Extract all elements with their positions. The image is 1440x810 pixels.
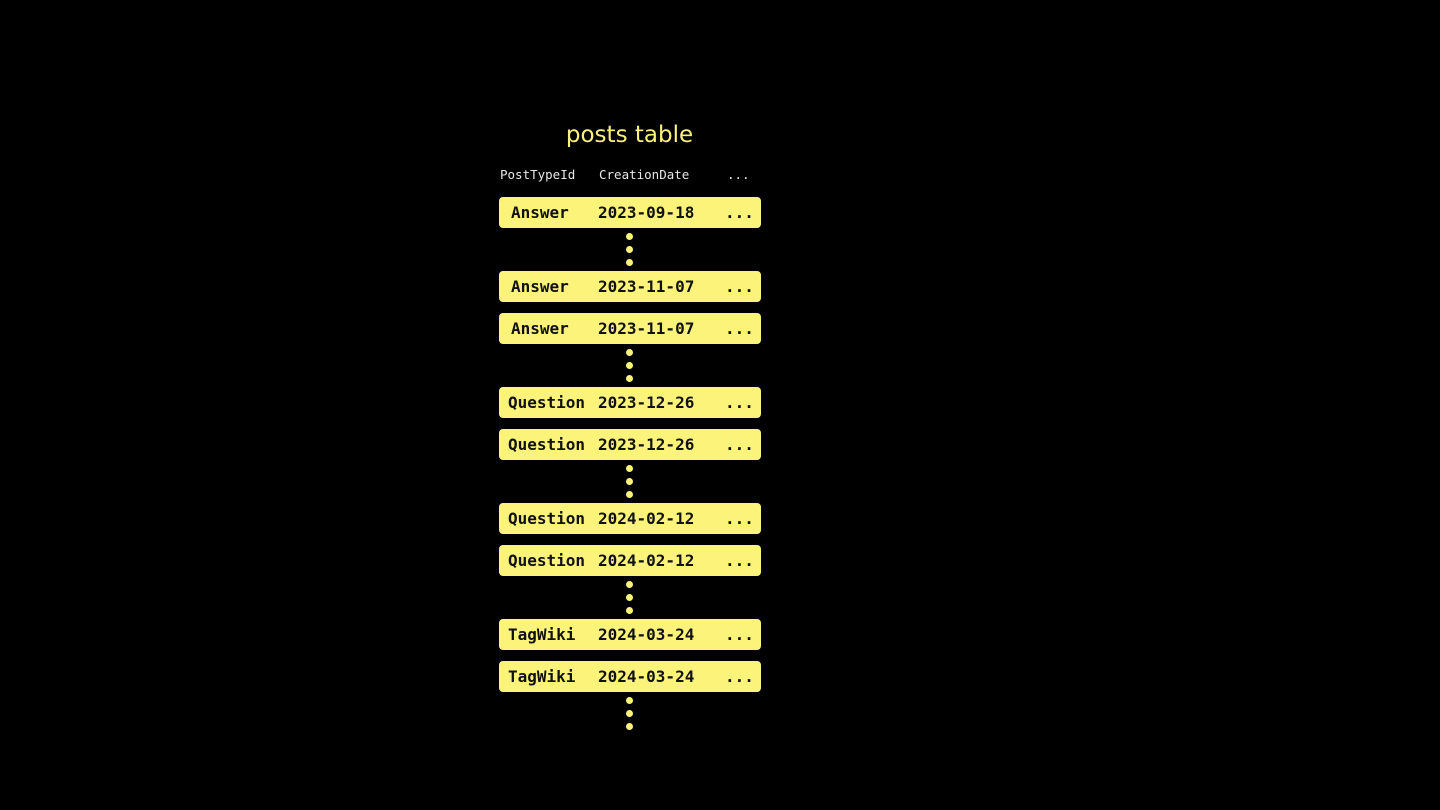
row-more: ... [725, 319, 754, 338]
ellipsis-dot-icon [625, 606, 633, 614]
table-row: Answer 2023-09-18... [499, 197, 761, 228]
row-posttypeid: TagWiki [508, 667, 576, 686]
row-posttypeid: TagWiki [508, 625, 576, 644]
row-posttypeid: Answer [511, 203, 569, 222]
row-more: ... [725, 393, 754, 412]
ellipsis-dot-icon [625, 593, 633, 601]
row-creationdate: 2023-12-26 [598, 393, 695, 412]
row-creationdate: 2024-03-24 [598, 625, 695, 644]
table-row: Question 2024-02-12... [499, 503, 761, 534]
ellipsis-dot-icon [625, 490, 633, 498]
column-header-more: ... [727, 167, 750, 182]
row-creationdate: 2024-03-24 [598, 667, 695, 686]
row-more: ... [725, 625, 754, 644]
table-title: posts table [565, 122, 694, 148]
row-posttypeid: Question [508, 509, 586, 528]
ellipsis-dot-icon [625, 258, 633, 266]
row-more: ... [725, 277, 754, 296]
row-creationdate: 2023-12-26 [598, 435, 695, 454]
ellipsis-dot-icon [625, 580, 633, 588]
table-row: Question 2023-12-26... [499, 387, 761, 418]
table-row: Answer 2023-11-07... [499, 313, 761, 344]
row-posttypeid: Question [508, 551, 586, 570]
ellipsis-dot-icon [625, 696, 633, 704]
row-more: ... [725, 509, 754, 528]
row-creationdate: 2024-02-12 [598, 509, 695, 528]
row-posttypeid: Question [508, 393, 586, 412]
column-header-creationdate: CreationDate [599, 167, 690, 182]
ellipsis-dot-icon [625, 361, 633, 369]
ellipsis-dot-icon [625, 232, 633, 240]
row-posttypeid: Answer [511, 277, 569, 296]
row-posttypeid: Question [508, 435, 586, 454]
ellipsis-dot-icon [625, 709, 633, 717]
row-creationdate: 2023-11-07 [598, 319, 695, 338]
row-more: ... [725, 551, 754, 570]
ellipsis-dot-icon [625, 348, 633, 356]
table-row: TagWiki 2024-03-24... [499, 619, 761, 650]
ellipsis-dot-icon [625, 464, 633, 472]
column-header-posttypeid: PostTypeId [500, 167, 576, 182]
table-row: Answer 2023-11-07... [499, 271, 761, 302]
row-creationdate: 2024-02-12 [598, 551, 695, 570]
row-more: ... [725, 203, 754, 222]
ellipsis-dot-icon [625, 477, 633, 485]
ellipsis-dot-icon [625, 722, 633, 730]
row-more: ... [725, 435, 754, 454]
table-row: Question 2023-12-26... [499, 429, 761, 460]
ellipsis-dot-icon [625, 374, 633, 382]
row-more: ... [725, 667, 754, 686]
table-row: TagWiki 2024-03-24... [499, 661, 761, 692]
row-creationdate: 2023-09-18 [598, 203, 695, 222]
row-posttypeid: Answer [511, 319, 569, 338]
row-creationdate: 2023-11-07 [598, 277, 695, 296]
ellipsis-dot-icon [625, 245, 633, 253]
table-row: Question 2024-02-12... [499, 545, 761, 576]
